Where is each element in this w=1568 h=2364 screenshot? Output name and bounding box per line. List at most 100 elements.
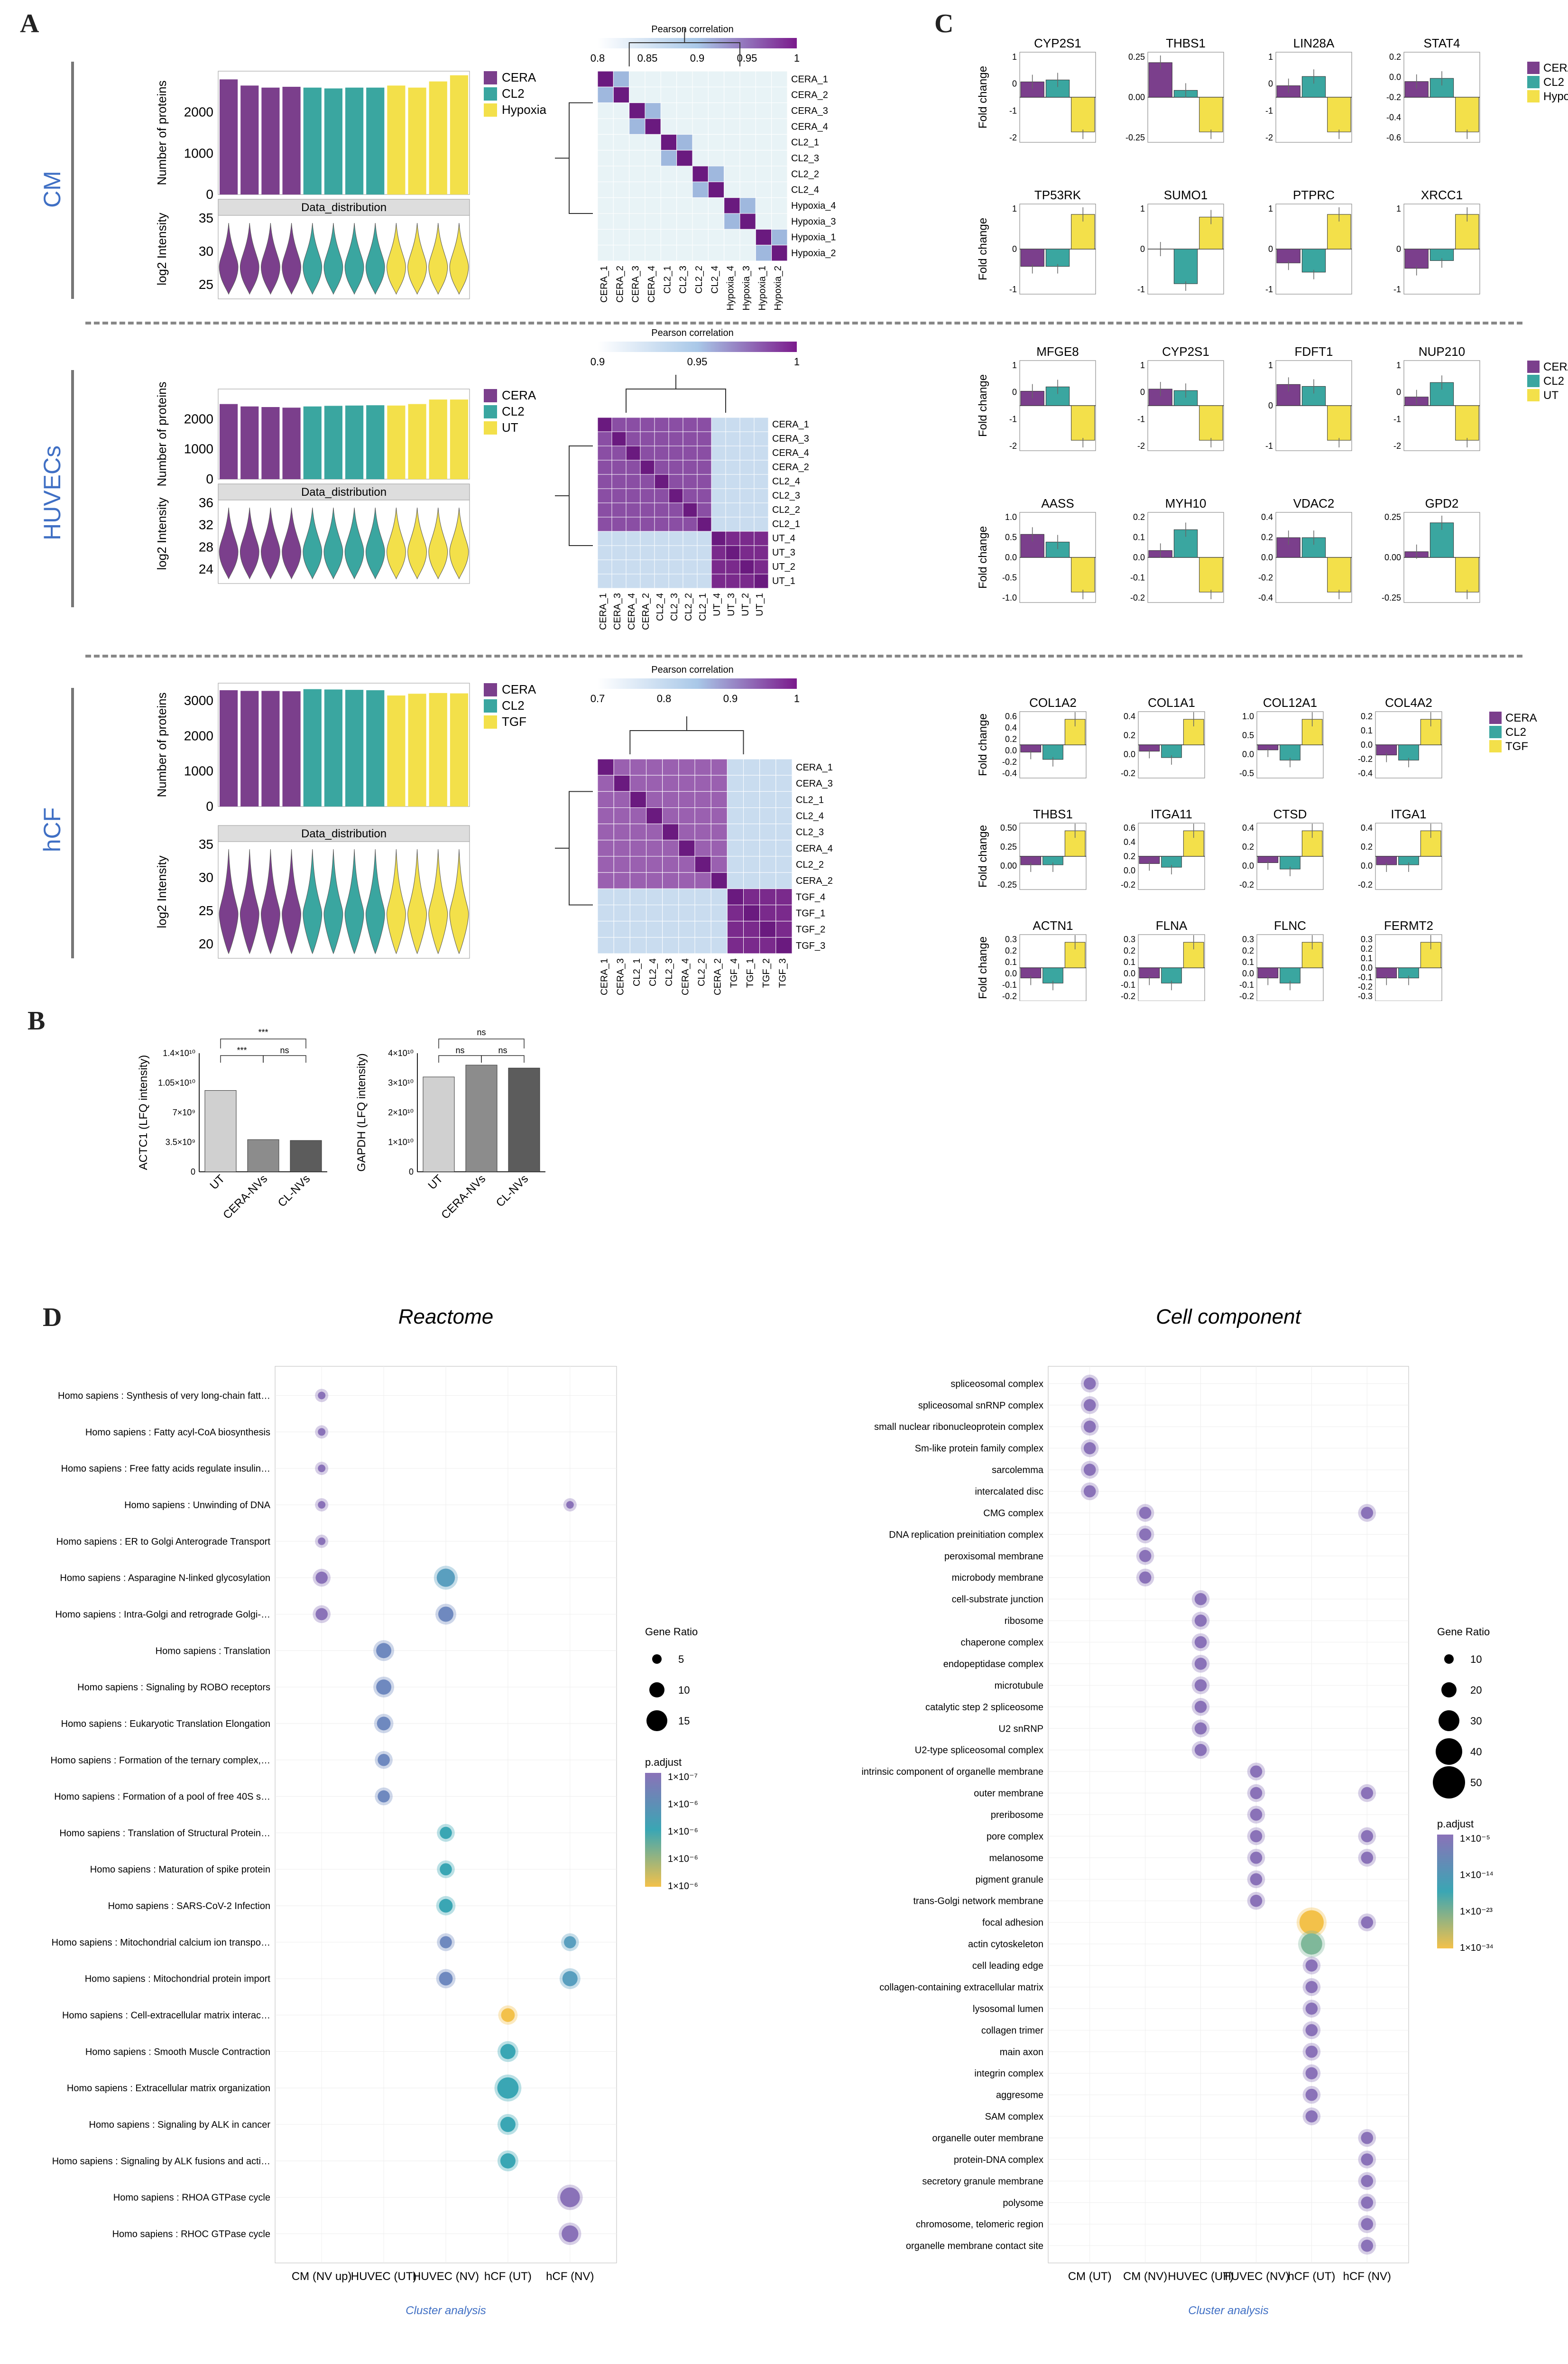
heatmap-cell xyxy=(710,791,728,808)
heatmap-cell xyxy=(692,118,709,135)
color-legend-label: 1×10⁻⁵ xyxy=(1460,1834,1490,1844)
protein-count-bar xyxy=(429,81,447,195)
legend-swatch xyxy=(484,389,497,402)
fold-change-bar xyxy=(1199,405,1223,441)
dist-title: Data_distribution xyxy=(301,201,387,214)
heatmap-row-label: UT_1 xyxy=(772,576,795,586)
heatmap-cell xyxy=(662,921,679,938)
intensity-violin xyxy=(323,222,343,295)
legend-swatch xyxy=(484,699,497,713)
sig-bracket xyxy=(481,1055,525,1063)
legend-swatch xyxy=(484,103,497,117)
heatmap-cell xyxy=(629,71,646,87)
heatmap-cell xyxy=(640,559,655,575)
violin-ytick: 24 xyxy=(199,562,213,576)
dot-term: Homo sapiens : Formation of the ternary … xyxy=(50,1755,270,1766)
legend-label: CERA xyxy=(502,388,536,402)
heatmap-cell xyxy=(727,872,744,889)
dist-title: Data_distribution xyxy=(301,486,387,499)
heatmap-cell xyxy=(640,474,655,489)
dot-point xyxy=(1083,1399,1096,1411)
heatmap-cell xyxy=(613,905,630,922)
dot-term: Homo sapiens : Synthesis of very long-ch… xyxy=(58,1391,270,1401)
heatmap-cell xyxy=(626,517,641,532)
gene-title: THBS1 xyxy=(1033,807,1073,821)
dot-point xyxy=(1194,1722,1207,1735)
dot-point xyxy=(1083,1485,1096,1498)
heatmap-cell xyxy=(668,460,683,475)
dot-term: aggresome xyxy=(996,2090,1043,2101)
heatmap-cell xyxy=(727,824,744,841)
heatmap-cell xyxy=(711,531,726,546)
gene-ytick: 0.2 xyxy=(1242,946,1254,955)
intensity-violin xyxy=(344,222,364,295)
b-ytick: 3.5×10⁹ xyxy=(166,1138,195,1147)
heatmap-cell xyxy=(727,937,744,954)
heatmap-title: Pearson correlation xyxy=(651,24,733,35)
heatmap-row-label: TGF_3 xyxy=(796,941,825,951)
heatmap-row-label: UT_3 xyxy=(772,547,795,558)
heatmap-cell xyxy=(739,559,755,575)
legend-label: CL2 xyxy=(1543,375,1564,388)
size-legend-dot xyxy=(1444,1654,1454,1664)
legend-label: CL2 xyxy=(502,698,525,713)
legend-label: CERA xyxy=(502,682,536,696)
heatmap-cell xyxy=(676,150,693,167)
heatmap-col-label: CERA_2 xyxy=(615,266,625,303)
fold-ylabel: Fold change xyxy=(977,936,989,999)
heatmap-cell xyxy=(645,213,661,230)
dot-xlabel: Cluster analysis xyxy=(1188,2304,1268,2317)
panel-label-a: A xyxy=(20,9,39,38)
heatmap-cell xyxy=(597,118,614,135)
heatmap-cell xyxy=(613,245,630,261)
heatmap-cell xyxy=(613,150,630,167)
heatmap-col-label: TGF_4 xyxy=(729,958,739,988)
dot-point xyxy=(1361,1916,1374,1928)
dot-term: Homo sapiens : Eukaryotic Translation El… xyxy=(61,1719,270,1729)
heatmap-cell xyxy=(629,888,647,906)
heatmap-cell xyxy=(694,840,711,857)
row-divider-1 xyxy=(85,322,1522,324)
color-legend-label: 1×10⁻⁷ xyxy=(668,1772,698,1782)
heatmap-cell xyxy=(759,921,776,938)
heatmap-cell xyxy=(597,807,614,825)
heatmap-row-label: CERA_2 xyxy=(791,90,828,101)
gene-ytick: -0.2 xyxy=(1239,992,1254,1001)
b-ytick: 2×10¹⁰ xyxy=(388,1108,414,1117)
heatmap-cell xyxy=(678,937,695,954)
heatmap-cell xyxy=(654,474,669,489)
gene-ytick: -0.3 xyxy=(1358,992,1373,1001)
protein-count-bar xyxy=(366,405,385,479)
heatmap-cell xyxy=(613,824,630,841)
heatmap-cell xyxy=(727,775,744,792)
dot-term: protein-DNA complex xyxy=(954,2155,1043,2165)
intensity-violin xyxy=(344,507,364,580)
gene-ytick: 0.1 xyxy=(1361,954,1373,963)
dot-point xyxy=(1194,1679,1207,1692)
dot-term: intercalated disc xyxy=(975,1487,1043,1497)
heatmap-cell xyxy=(629,150,646,167)
gene-ytick: 0.0 xyxy=(1133,553,1145,562)
heatmap-cell xyxy=(697,417,712,432)
heatmap-cell xyxy=(662,856,679,873)
dot-point xyxy=(438,1606,453,1622)
dot-term: catalytic step 2 spliceosome xyxy=(925,1702,1043,1713)
fold-change-bar xyxy=(1042,967,1063,983)
gene-ytick: 1 xyxy=(1268,52,1273,62)
heatmap-cell xyxy=(697,460,712,475)
gene-ytick: 0.0 xyxy=(1005,969,1017,978)
dot-point xyxy=(378,1790,390,1803)
legend-swatch xyxy=(1489,712,1502,724)
fold-change-bar xyxy=(1455,97,1479,132)
heatmap-cell xyxy=(597,181,614,198)
heatmap-row-label: CL2_1 xyxy=(772,519,800,529)
heatmap-row-label: CERA_4 xyxy=(791,121,828,132)
heatmap-cell xyxy=(775,824,793,841)
dot-xtick: hCF (UT) xyxy=(1288,2270,1335,2283)
heatmap-cell xyxy=(710,807,728,825)
heatmap-col-label: CERA_3 xyxy=(612,593,623,630)
heatmap-cell xyxy=(676,245,693,261)
heatmap-cell xyxy=(626,545,641,560)
legend-label: CL2 xyxy=(1505,726,1526,739)
gene-ytick: -1 xyxy=(1265,106,1273,115)
